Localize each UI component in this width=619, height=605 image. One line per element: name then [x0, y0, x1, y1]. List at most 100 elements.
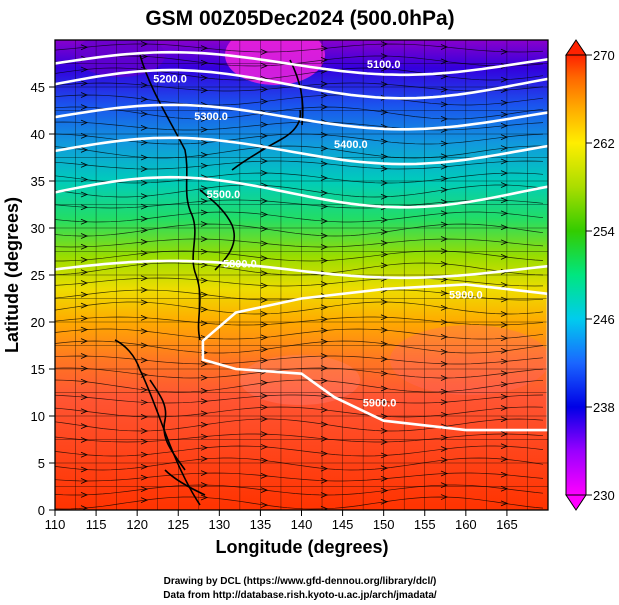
streamline-arrow [140, 299, 149, 306]
x-tick-label: 115 [86, 517, 107, 532]
streamline-arrow [320, 132, 329, 138]
streamline-arrow [260, 282, 269, 289]
streamline-arrow [260, 170, 269, 176]
streamline-arrow [260, 240, 269, 247]
streamline-arrow [380, 398, 389, 405]
streamline [55, 379, 544, 393]
streamline-arrow [380, 153, 389, 160]
streamline-arrow [200, 87, 209, 94]
streamline [55, 223, 544, 237]
streamline-arrow [200, 320, 209, 327]
streamline-arrow [380, 327, 389, 334]
streamline-arrow [440, 457, 449, 463]
x-tick-label: 125 [167, 517, 189, 532]
streamline-arrow [320, 377, 329, 384]
colorbar-ticks: 230 238 246 254 262 270 [586, 48, 615, 503]
streamline-arrow [380, 314, 389, 321]
streamline-arrow [320, 421, 329, 428]
streamline-arrow [140, 111, 149, 117]
streamline-arrow [440, 236, 449, 242]
streamline-arrow [320, 232, 329, 239]
colorbar-tick-label: 270 [593, 48, 615, 63]
streamline-arrow [80, 269, 89, 276]
streamline-arrow [440, 411, 449, 418]
streamline-arrow [380, 465, 389, 472]
streamline-arrow [200, 291, 209, 298]
streamline-arrow [320, 190, 329, 196]
streamline-arrow [260, 457, 269, 464]
streamline-arrow [260, 321, 269, 328]
warm-patch-east [390, 325, 548, 395]
streamline [55, 106, 544, 120]
streamline-arrow [440, 221, 449, 228]
streamline-arrow [260, 393, 269, 399]
streamline-arrow [320, 465, 329, 472]
streamline-arrow [380, 439, 389, 445]
streamline-arrow [260, 416, 269, 422]
streamline-arrow [200, 421, 209, 428]
streamline-arrow [380, 41, 389, 47]
streamline-arrow [80, 394, 89, 401]
streamline [55, 457, 544, 471]
streamline-arrow [140, 287, 149, 293]
x-tick-label: 150 [373, 517, 395, 532]
streamline-arrow [260, 502, 269, 508]
streamline-arrow [440, 186, 449, 193]
contour-5900 [201, 283, 548, 432]
streamline-arrow [200, 277, 209, 284]
x-axis-label: Longitude (degrees) [215, 537, 388, 557]
streamline-arrow [380, 165, 389, 172]
streamline-arrow [140, 314, 149, 321]
x-tick-label: 110 [45, 517, 66, 532]
streamline-arrow [440, 58, 449, 65]
streamline-arrow [380, 81, 389, 88]
x-tick-label: 130 [208, 517, 230, 532]
streamline-arrow [140, 227, 149, 234]
streamline-arrow [200, 126, 209, 133]
streamline-arrow [200, 374, 209, 381]
streamline-arrow [80, 204, 89, 211]
streamline-arrow [140, 486, 149, 493]
x-tick-label: 155 [414, 517, 436, 532]
streamline-arrow [80, 451, 89, 458]
contour-line [55, 259, 548, 280]
y-tick-label: 25 [31, 268, 45, 283]
streamline-arrow [200, 152, 209, 158]
streamline [55, 406, 544, 418]
streamline-arrow [80, 280, 89, 286]
streamline-arrow [440, 349, 449, 355]
streamline-arrow [320, 203, 329, 210]
streamline-arrow [260, 225, 269, 232]
streamline [55, 172, 544, 184]
contour-label: 5900.0 [449, 290, 483, 302]
credit-drawing: Drawing by DCL (https://www.gfd-dennou.o… [164, 576, 437, 587]
y-tick-label: 30 [31, 221, 45, 236]
streamline [55, 277, 544, 287]
streamline-arrow [140, 357, 149, 364]
streamline-arrow [140, 203, 149, 210]
streamline-arrow [140, 239, 149, 245]
streamline-arrow [440, 360, 449, 367]
streamline [55, 496, 544, 510]
streamline [55, 355, 544, 365]
streamline-arrow [140, 41, 149, 47]
x-tick-label: 145 [332, 517, 354, 532]
streamline-arrow [200, 361, 209, 367]
streamline-arrow [140, 275, 149, 282]
streamline-arrow [440, 290, 449, 297]
streamline-arrow [260, 334, 269, 341]
streamline-arrow [260, 379, 269, 386]
streamline-arrow [80, 423, 89, 429]
streamline-arrow [140, 463, 149, 470]
y-axis-ticks: 0 5 10 15 20 25 30 35 40 45 [31, 80, 55, 518]
streamline-arrow [260, 211, 269, 218]
streamline-arrow [260, 404, 269, 411]
streamline-arrow [140, 328, 149, 335]
streamline-arrow [440, 399, 449, 405]
streamline-arrow [440, 101, 449, 108]
streamline-arrow [380, 475, 389, 482]
y-tick-label: 20 [31, 315, 45, 330]
colorbar-tick-label: 254 [593, 224, 615, 239]
y-tick-label: 35 [31, 174, 45, 189]
streamline-arrow [440, 210, 449, 217]
